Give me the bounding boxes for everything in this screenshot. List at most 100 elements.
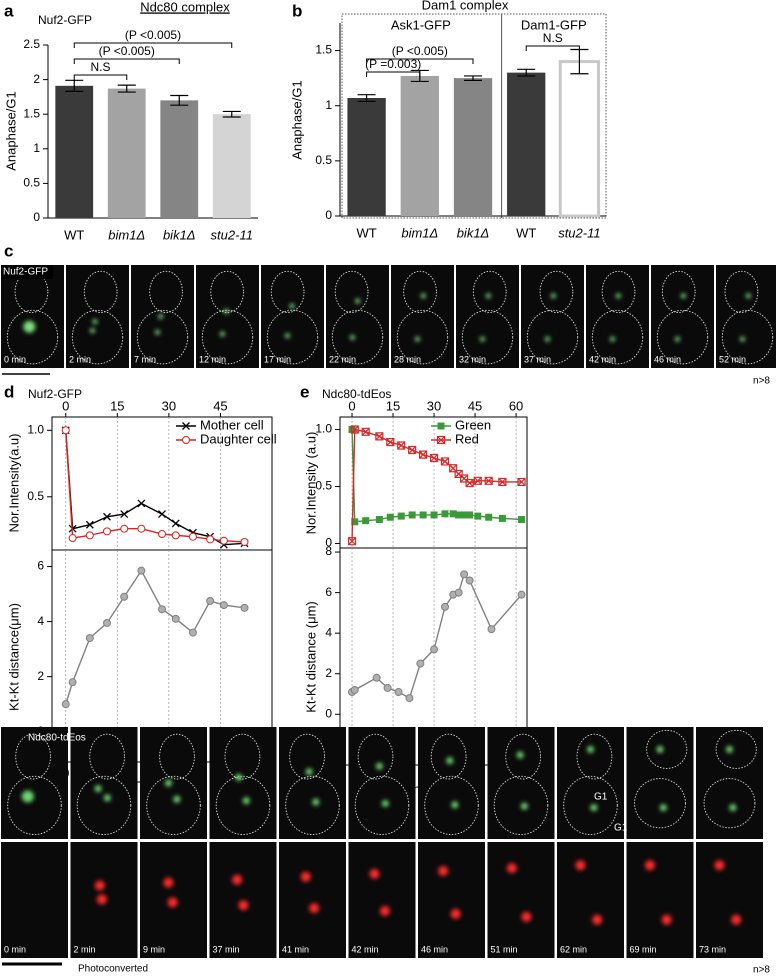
x-tick-label: 0	[62, 398, 69, 413]
x-tick-label: 45	[213, 398, 227, 413]
spot	[656, 745, 664, 753]
data-point	[416, 659, 425, 668]
data-point	[171, 614, 180, 623]
data-point	[219, 601, 228, 610]
y-tick-label: 1	[33, 141, 40, 155]
micrograph-content	[7, 733, 62, 835]
cell-outline	[646, 729, 688, 769]
chart-title: Ndc80 complex	[140, 0, 230, 14]
label-box	[1, 265, 53, 279]
micrograph	[196, 265, 259, 368]
comparison-label: N.S	[90, 60, 110, 74]
legend-marker	[182, 422, 190, 430]
spot	[714, 860, 725, 871]
cell-outline	[289, 733, 325, 780]
spot	[674, 336, 680, 342]
data-point	[397, 512, 405, 520]
x-tick-label: bim1Δ	[401, 225, 438, 240]
data-point	[484, 476, 493, 485]
data-point	[449, 510, 457, 518]
y-tick-label: 0	[325, 706, 332, 720]
cell-outline	[493, 775, 549, 835]
spot	[21, 790, 34, 803]
micrograph-content	[526, 270, 579, 365]
cell-outline	[201, 309, 254, 365]
spot	[96, 894, 107, 905]
spot	[729, 804, 737, 812]
x-tick-label: bik1Δ	[457, 225, 490, 240]
micrograph	[279, 842, 346, 958]
y-tick-label: 2	[37, 669, 44, 683]
y-tick-label: 2	[33, 72, 40, 86]
spot	[379, 906, 390, 917]
data-point	[61, 426, 70, 435]
data-point	[219, 536, 228, 545]
spot	[355, 298, 361, 304]
spot	[590, 804, 598, 812]
spot	[369, 868, 380, 879]
data-point	[103, 527, 111, 536]
spot	[731, 914, 742, 925]
data-point	[419, 511, 427, 519]
comparison-bracket	[73, 58, 180, 64]
cell-outline	[354, 775, 410, 835]
micrograph-content	[396, 270, 449, 365]
subtitle: Ndc80-tdEos	[322, 387, 391, 401]
data-point	[473, 476, 482, 485]
cell-outline	[703, 778, 756, 829]
x-tick-label: WT	[356, 225, 376, 240]
spot	[615, 293, 621, 299]
bar	[160, 100, 199, 218]
cell-outline	[83, 270, 118, 313]
micrograph	[651, 265, 714, 368]
micrograph-content	[703, 729, 757, 925]
micrograph	[557, 727, 624, 839]
spot	[349, 334, 355, 340]
cell-outline	[539, 270, 574, 313]
spot	[238, 900, 249, 911]
micrograph	[716, 265, 776, 368]
spot	[23, 320, 36, 333]
data-point	[137, 524, 146, 533]
cell-outline	[526, 309, 579, 365]
micrograph-content	[136, 270, 189, 365]
micrograph-content	[493, 733, 549, 922]
x-tick-label: bik1Δ	[163, 227, 196, 242]
y-tick-label: 4	[325, 625, 332, 639]
spot	[506, 863, 517, 874]
note: n>8	[753, 376, 770, 387]
time-label: 46 min	[654, 354, 681, 364]
spot	[520, 802, 528, 810]
micrograph-content	[285, 733, 340, 914]
error-bar	[170, 94, 189, 106]
legend-label: Red	[455, 431, 479, 446]
spot	[219, 331, 225, 337]
micrograph	[1, 727, 68, 839]
legend-entry: Mother cell	[176, 417, 264, 432]
micrograph	[391, 265, 454, 368]
data-point	[441, 510, 449, 518]
spot	[609, 336, 615, 342]
micrograph	[696, 727, 763, 839]
spot	[232, 874, 243, 885]
micrograph-content	[591, 270, 644, 365]
micrograph	[557, 842, 624, 958]
data-point	[206, 535, 215, 544]
spot	[587, 745, 594, 753]
bar	[212, 114, 251, 218]
x-tick-label: bim1Δ	[108, 227, 145, 242]
y-tick-label: 0.5	[27, 489, 44, 503]
y-tick-label: 0	[325, 208, 332, 222]
error-bar	[517, 68, 536, 77]
micrograph	[209, 727, 277, 839]
data-point	[206, 596, 215, 605]
data-point	[171, 531, 180, 540]
data-point	[137, 499, 146, 508]
spot	[158, 314, 164, 319]
cell-outline	[472, 270, 507, 313]
spot	[163, 877, 174, 888]
spot	[485, 293, 491, 299]
micrograph	[586, 265, 649, 368]
error-bar	[117, 84, 136, 93]
x-tick-label: 0	[348, 398, 355, 413]
